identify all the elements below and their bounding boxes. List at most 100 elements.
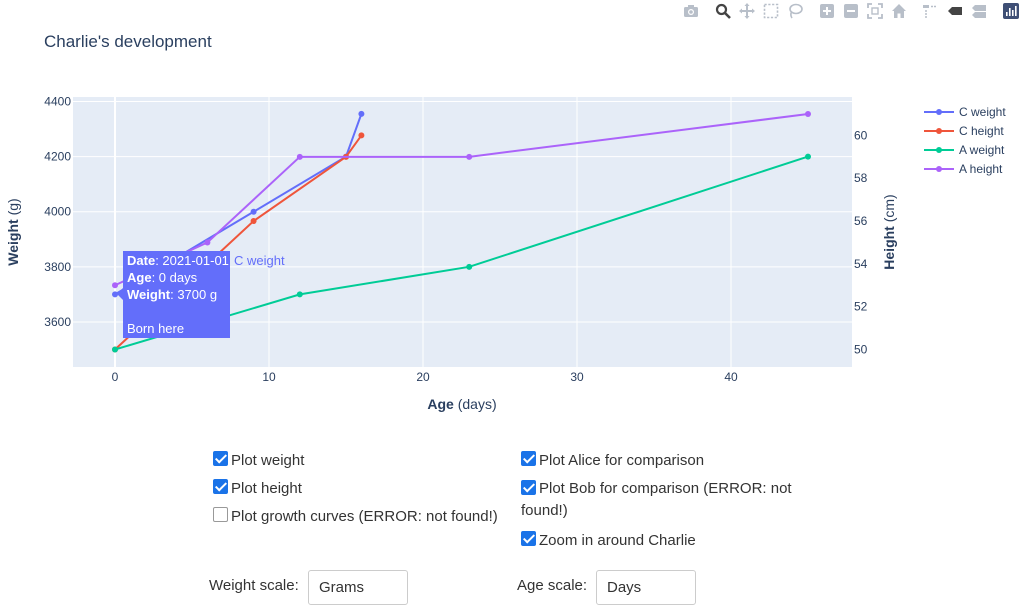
x-tick-label: 0 bbox=[112, 370, 119, 384]
a-height-point bbox=[204, 239, 211, 246]
y-left-tick-label: 3600 bbox=[44, 315, 71, 329]
zoom-out-icon[interactable] bbox=[842, 2, 860, 20]
age-scale-input[interactable] bbox=[596, 570, 696, 605]
tooltip-date-label: Date bbox=[127, 253, 155, 268]
plot-growth-label: Plot growth curves (ERROR: not found!) bbox=[231, 508, 498, 525]
tooltip-age: Age: 0 days bbox=[127, 270, 198, 285]
legend-label-c-weight: C weight bbox=[959, 105, 1006, 119]
plot-alice-label: Plot Alice for comparison bbox=[539, 452, 705, 469]
plot-weight-check-box[interactable] bbox=[213, 451, 228, 466]
y-left-tick-label: 4000 bbox=[44, 205, 71, 219]
zoom-icon[interactable] bbox=[714, 2, 732, 20]
chart: Charlie's development 0 10 20 30 40 3600 3800… bbox=[5, 32, 1006, 412]
y-right-tick-label: 52 bbox=[854, 300, 868, 314]
y-right-axis-title-main: Height bbox=[881, 226, 897, 270]
legend-marker-c-height bbox=[936, 128, 942, 134]
zoom-charlie-check-box[interactable] bbox=[521, 531, 536, 546]
c-weight-point bbox=[112, 291, 118, 298]
x-tick-label: 30 bbox=[570, 370, 584, 384]
tooltip-weight: Weight: 3700 g bbox=[127, 287, 217, 302]
y-left-axis-title: Weight (g) bbox=[5, 198, 21, 265]
legend-label-a-weight: A weight bbox=[959, 143, 1005, 157]
a-weight-point bbox=[112, 346, 118, 353]
legend: C weight C height A weight A height bbox=[924, 105, 1006, 176]
x-axis-title: Age (days) bbox=[427, 396, 496, 412]
y-left-axis-ticks: 3600 3800 4000 4200 4400 bbox=[44, 95, 71, 329]
y-left-axis-title-main: Weight bbox=[5, 219, 21, 266]
a-weight-point bbox=[466, 263, 473, 270]
a-height-point bbox=[296, 153, 303, 160]
plot-growth-check-box[interactable] bbox=[213, 507, 228, 522]
c-height-point bbox=[250, 218, 257, 225]
a-weight-point bbox=[296, 291, 303, 298]
plot-growth-checkbox[interactable]: Plot growth curves (ERROR: not found!) bbox=[213, 506, 498, 528]
tooltip-box bbox=[123, 251, 230, 338]
reset-axes-icon[interactable] bbox=[890, 2, 908, 20]
a-weight-point bbox=[805, 153, 811, 160]
a-height-point bbox=[112, 282, 118, 289]
hover-closest-icon[interactable] bbox=[946, 2, 964, 20]
legend-label-a-height: A height bbox=[959, 162, 1003, 176]
camera-icon[interactable] bbox=[682, 2, 700, 20]
x-axis-title-main: Age bbox=[427, 396, 454, 412]
legend-label-c-height: C height bbox=[959, 124, 1004, 138]
tooltip-series-name: C weight bbox=[234, 253, 285, 268]
tooltip-date: Date: 2021-01-01 bbox=[127, 253, 229, 268]
c-weight-point bbox=[250, 208, 257, 215]
plot-height-label: Plot height bbox=[231, 480, 302, 497]
hover-compare-icon[interactable] bbox=[970, 2, 988, 20]
tooltip-age-value: : 0 days bbox=[152, 270, 198, 285]
tooltip-date-value: : 2021-01-01 bbox=[155, 253, 229, 268]
x-tick-label: 40 bbox=[724, 370, 738, 384]
zoom-in-icon[interactable] bbox=[818, 2, 836, 20]
zoom-charlie-checkbox[interactable]: Zoom in around Charlie bbox=[521, 530, 696, 552]
plotly-logo-icon[interactable] bbox=[1002, 2, 1020, 20]
hover-tooltip: Date: 2021-01-01 Age: 0 days Weight: 370… bbox=[117, 251, 285, 338]
age-scale-label: Age scale: bbox=[517, 577, 588, 594]
pan-icon[interactable] bbox=[738, 2, 756, 20]
legend-marker-a-weight bbox=[936, 147, 942, 153]
legend-marker-a-height bbox=[936, 166, 942, 172]
c-weight-point bbox=[358, 110, 365, 117]
plot-alice-checkbox[interactable]: Plot Alice for comparison bbox=[521, 450, 704, 472]
spike-lines-icon[interactable] bbox=[920, 2, 938, 20]
plot-bob-check-box[interactable] bbox=[521, 480, 536, 495]
a-height-point bbox=[805, 111, 811, 117]
plot-alice-check-box[interactable] bbox=[521, 451, 536, 466]
y-left-axis-title-unit: (g) bbox=[5, 198, 21, 219]
plot-bob-label: Plot Bob for comparison (ERROR: not foun… bbox=[521, 480, 792, 519]
weight-scale-label: Weight scale: bbox=[209, 577, 299, 594]
weight-scale-input[interactable] bbox=[308, 570, 408, 605]
tooltip-pointer bbox=[117, 288, 123, 300]
tooltip-weight-label: Weight bbox=[127, 287, 171, 302]
y-right-tick-label: 58 bbox=[854, 171, 868, 185]
y-right-tick-label: 60 bbox=[854, 128, 868, 142]
plot-height-checkbox[interactable]: Plot height bbox=[213, 478, 302, 500]
tooltip-note: Born here bbox=[127, 321, 184, 336]
a-height-point bbox=[466, 153, 473, 160]
lasso-select-icon[interactable] bbox=[786, 2, 804, 20]
x-axis-ticks: 0 10 20 30 40 bbox=[112, 370, 738, 384]
plot-weight-label: Plot weight bbox=[231, 452, 305, 469]
y-right-tick-label: 56 bbox=[854, 214, 868, 228]
controls-panel: Plot weight Plot height Plot growth curv… bbox=[0, 440, 1024, 612]
y-left-tick-label: 4400 bbox=[44, 95, 71, 109]
box-select-icon[interactable] bbox=[762, 2, 780, 20]
x-tick-label: 10 bbox=[262, 370, 276, 384]
plot-height-check-box[interactable] bbox=[213, 479, 228, 494]
x-axis-title-unit: (days) bbox=[454, 396, 497, 412]
plot-weight-checkbox[interactable]: Plot weight bbox=[213, 450, 304, 472]
y-right-tick-label: 50 bbox=[854, 343, 868, 357]
tooltip-age-label: Age bbox=[127, 270, 152, 285]
tooltip-weight-value: : 3700 g bbox=[170, 287, 217, 302]
x-tick-label: 20 bbox=[416, 370, 430, 384]
zoom-charlie-label: Zoom in around Charlie bbox=[539, 532, 696, 549]
plot-bob-checkbox[interactable]: Plot Bob for comparison (ERROR: not foun… bbox=[521, 478, 801, 522]
y-right-axis-title: Height (cm) bbox=[881, 194, 897, 269]
y-right-tick-label: 54 bbox=[854, 257, 868, 271]
legend-marker-c-weight bbox=[936, 109, 942, 115]
c-height-point bbox=[358, 132, 365, 139]
autoscale-icon[interactable] bbox=[866, 2, 884, 20]
y-left-tick-label: 3800 bbox=[44, 260, 71, 274]
y-right-axis-title-unit: (cm) bbox=[881, 194, 897, 226]
